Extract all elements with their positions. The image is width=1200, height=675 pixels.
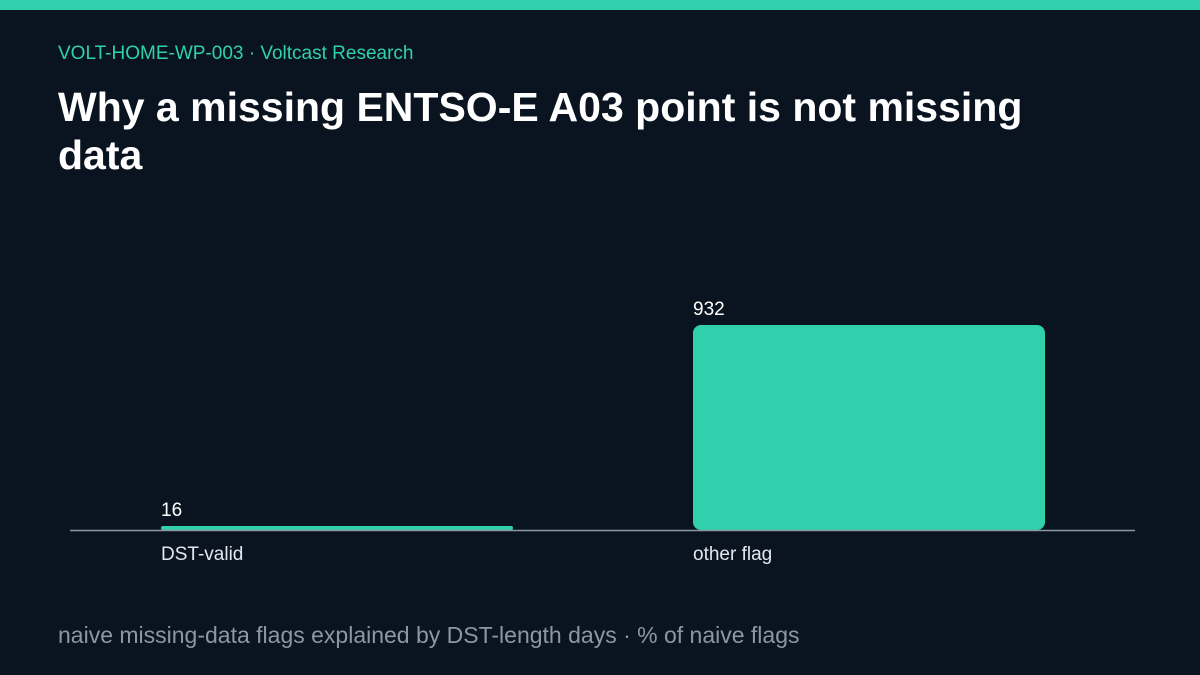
data-label-dst-valid: 16 bbox=[161, 500, 182, 521]
top-accent-bar bbox=[0, 0, 1200, 10]
report-eyebrow: VOLT-HOME-WP-003 · Voltcast Research bbox=[58, 43, 414, 64]
category-label-other-flag: other flag bbox=[693, 544, 772, 565]
data-label-other-flag: 932 bbox=[693, 299, 725, 320]
chart-caption: naive missing-data flags explained by DS… bbox=[58, 622, 800, 648]
chart-title: Why a missing ENTSO-E A03 point is not m… bbox=[58, 84, 1023, 178]
bar-other-flag bbox=[693, 325, 1045, 530]
category-label-dst-valid: DST-valid bbox=[161, 544, 243, 565]
bar-dst-valid bbox=[161, 526, 513, 530]
